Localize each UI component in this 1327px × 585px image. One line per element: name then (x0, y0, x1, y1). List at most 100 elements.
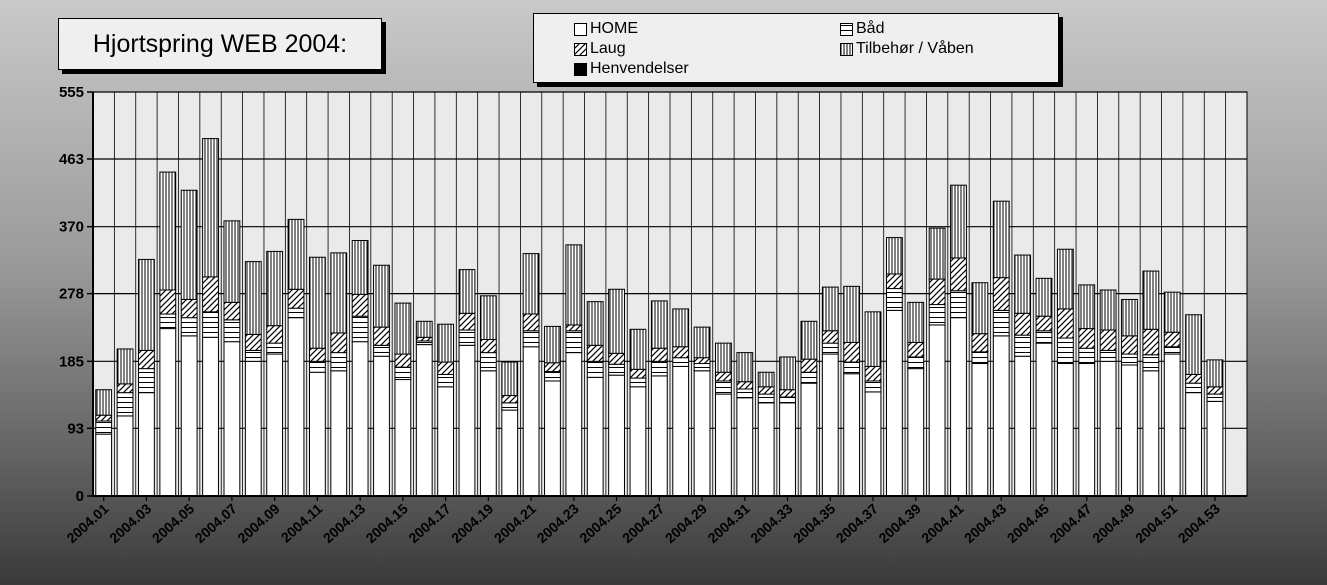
bar-segment (928, 324, 946, 497)
bar-segment (1035, 315, 1053, 332)
bar-segment (608, 374, 625, 497)
bar-segment (885, 309, 903, 497)
y-tick-label: 278 (59, 286, 84, 303)
y-tick-label: 555 (59, 84, 84, 101)
bar-segment (715, 380, 732, 395)
bar-segment (1035, 277, 1053, 317)
legend-item-baad: Båd (840, 20, 884, 38)
x-tick-label: 2004.53 (1175, 500, 1223, 546)
bar-segment (928, 278, 946, 306)
bar-segment (928, 227, 946, 280)
legend-item-laug: Laug (574, 40, 626, 58)
bar-segment (244, 360, 262, 497)
bar-segment (1142, 354, 1160, 372)
bar-segment (437, 373, 455, 388)
bar-segment (1206, 393, 1224, 402)
bar-segment (800, 320, 818, 360)
legend-item-home: HOME (574, 20, 638, 38)
x-tick-label: 2004.49 (1089, 500, 1137, 546)
bar-segment (672, 308, 690, 348)
bar-segment (415, 344, 433, 497)
bar-segment (971, 351, 989, 365)
bar-segment (1056, 337, 1074, 365)
bar-segment (1099, 360, 1117, 497)
bar-segment (907, 341, 925, 358)
bar-segment (373, 355, 390, 497)
bar-segment (1185, 392, 1202, 497)
bar-segment (565, 330, 583, 354)
bar-segment (202, 276, 219, 313)
bar-segment (1099, 349, 1117, 362)
bar-segment (1163, 346, 1181, 355)
chart-title: Hjortspring WEB 2004: (58, 18, 382, 70)
bar-segment (1078, 347, 1096, 365)
bar-segment (95, 420, 113, 435)
bar-segment (715, 371, 732, 382)
bar-segment (501, 361, 519, 397)
bar-segment (244, 333, 262, 351)
legend-label-laug: Laug (590, 40, 626, 57)
bar-segment (159, 171, 177, 291)
bar-segment (1078, 284, 1096, 330)
y-tick-label: 370 (59, 219, 84, 236)
bar-segment (629, 377, 647, 388)
bar-segment (437, 386, 455, 497)
bar-segment (715, 393, 732, 497)
bar-segment (501, 402, 519, 411)
bar-segment (629, 328, 647, 370)
bar-segment (843, 285, 861, 343)
bar-segment (95, 414, 113, 422)
legend: HOME Båd Laug Tilbehør / Våben Henvendel… (533, 13, 1059, 83)
bar-segment (736, 388, 754, 399)
x-tick-label: 2004.37 (833, 500, 881, 546)
y-tick-label: 93 (67, 420, 84, 437)
legend-swatch-home (574, 22, 587, 36)
bar-segment (843, 361, 861, 375)
bar-segment (800, 382, 818, 497)
x-tick-label: 2004.51 (1132, 500, 1180, 546)
bar-segment (180, 317, 198, 337)
legend-label-henvendelser: Henvendelser (590, 60, 689, 77)
bar-segment (244, 349, 262, 362)
bar-segment (800, 358, 818, 373)
bar-segment (266, 353, 284, 497)
bar-segment (757, 371, 775, 388)
bar-segment (950, 184, 967, 259)
bar-segment (565, 244, 583, 326)
bar-segment (159, 328, 177, 497)
bar-segment (800, 371, 818, 384)
bar-segment (351, 341, 369, 497)
bar-segment (116, 392, 134, 417)
x-tick-label: 2004.47 (1046, 500, 1094, 546)
bar-segment (1035, 330, 1053, 344)
x-tick-label: 2004.17 (405, 500, 453, 546)
bar-segment (223, 319, 241, 343)
bar-segment (522, 253, 540, 315)
bar-segment (308, 347, 326, 362)
bar-segment (138, 392, 155, 497)
x-tick-label: 2004.41 (918, 500, 966, 546)
legend-item-tilbehoer: Tilbehør / Våben (840, 40, 974, 58)
bar-segment (715, 342, 732, 373)
bar-segment (159, 289, 177, 315)
bar-segment (1056, 308, 1074, 339)
bar-segment (992, 200, 1010, 279)
bar-segment (138, 349, 155, 370)
bar-segment (308, 360, 326, 373)
bar-segment (779, 389, 796, 398)
bar-segment (522, 313, 540, 332)
bar-segment (223, 341, 241, 497)
bar-segment (864, 391, 882, 497)
bar-segment (1014, 312, 1032, 336)
bar-segment (992, 309, 1010, 337)
bar-segment (586, 360, 604, 378)
bar-segment (907, 356, 925, 370)
y-tick-label: 463 (59, 151, 84, 168)
bar-segment (693, 326, 711, 359)
x-tick-label: 2004.13 (320, 500, 368, 546)
bar-segment (287, 288, 305, 309)
bar-segment (1163, 291, 1181, 333)
bar-segment (907, 301, 925, 343)
bar-segment (650, 347, 668, 362)
